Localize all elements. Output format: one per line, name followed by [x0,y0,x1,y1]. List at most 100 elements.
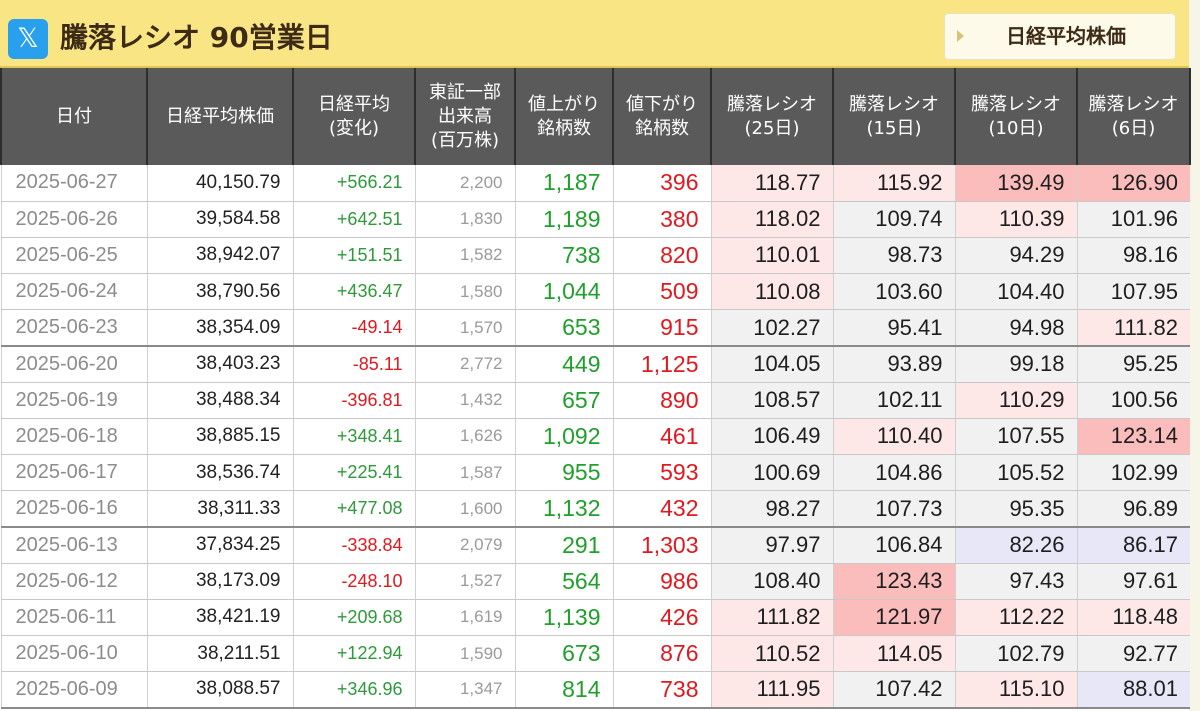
cell-date: 2025-06-25 [0,237,147,275]
cell-change: -248.10 [292,563,415,600]
cell-date: 2025-06-10 [0,635,147,673]
cell-r6: 126.90 [1076,165,1190,202]
cell-nikkei: 39,584.58 [146,201,293,238]
cell-date: 2025-06-18 [0,418,147,456]
cell-date: 2025-06-17 [0,454,147,492]
cell-r6: 100.56 [1076,382,1190,419]
table-row: 2025-06-09 38,088.57 +346.96 1,347 814 738 111… [0,671,1190,709]
page-header: 𝕏 騰落レシオ 90営業日 日経平均株価 [0,0,1200,68]
cell-r15: 109.74 [832,201,955,238]
cell-change: +348.41 [292,418,415,456]
cell-r10: 110.39 [954,201,1077,238]
cell-advances: 657 [514,382,613,419]
cell-date: 2025-06-09 [0,671,147,709]
cell-advances: 1,189 [514,201,613,238]
cell-r25: 118.77 [710,165,833,202]
cell-r25: 108.57 [710,382,833,419]
cell-r6: 86.17 [1076,526,1190,564]
cell-volume: 1,347 [414,671,515,709]
cell-r6: 102.99 [1076,454,1190,492]
cell-change: +151.51 [292,237,415,275]
cell-volume: 1,830 [414,201,515,238]
table-row: 2025-06-24 38,790.56 +436.47 1,580 1,044 509 1… [0,273,1190,311]
cell-date: 2025-06-26 [0,201,147,238]
cell-declines: 1,303 [612,526,711,564]
col-nikkei-header: 日経平均株価 [146,68,294,165]
cell-change: -396.81 [292,382,415,419]
cell-r15: 123.43 [832,563,955,600]
table-row: 2025-06-12 38,173.09 -248.10 1,527 564 986 108… [0,563,1190,600]
cell-date: 2025-06-16 [0,490,147,528]
cell-date: 2025-06-13 [0,526,147,564]
cell-declines: 738 [612,671,711,709]
cell-r25: 98.27 [710,490,833,528]
cell-nikkei: 38,311.33 [146,490,293,528]
cell-r10: 104.40 [954,273,1077,311]
cell-r10: 95.35 [954,490,1077,528]
cell-r15: 95.41 [832,309,955,347]
cell-change: +122.94 [292,635,415,673]
col-ratio-25-header: 騰落レシオ (25日) [710,68,834,165]
table-row: 2025-06-27 40,150.79 +566.21 2,200 1,187 396 1… [0,165,1190,202]
cell-declines: 593 [612,454,711,492]
col-ratio-10-header: 騰落レシオ (10日) [954,68,1078,165]
cell-r25: 111.82 [710,599,833,636]
x-logo-icon[interactable]: 𝕏 [8,19,48,59]
cell-r6: 96.89 [1076,490,1190,528]
cell-r10: 112.22 [954,599,1077,636]
cell-nikkei: 38,421.19 [146,599,293,636]
cell-nikkei: 38,536.74 [146,454,293,492]
table-row: 2025-06-20 38,403.23 -85.11 2,772 449 1,125 10… [0,345,1190,383]
cell-date: 2025-06-12 [0,563,147,600]
cell-declines: 396 [612,165,711,202]
table-row: 2025-06-16 38,311.33 +477.08 1,600 1,132 432 9… [0,490,1190,528]
cell-r10: 99.18 [954,345,1077,383]
table-row: 2025-06-13 37,834.25 -338.84 2,079 291 1,303 9… [0,526,1190,564]
cell-r6: 88.01 [1076,671,1190,709]
cell-change: +566.21 [292,165,415,202]
cell-change: +642.51 [292,201,415,238]
table-body: 2025-06-27 40,150.79 +566.21 2,200 1,187 396 1… [0,165,1190,709]
cell-volume: 2,200 [414,165,515,202]
cell-declines: 1,125 [612,345,711,383]
cell-volume: 1,582 [414,237,515,275]
cell-advances: 1,139 [514,599,613,636]
cell-nikkei: 38,942.07 [146,237,293,275]
cell-change: -338.84 [292,526,415,564]
cell-r15: 114.05 [832,635,955,673]
table-row: 2025-06-18 38,885.15 +348.41 1,626 1,092 461 1… [0,418,1190,456]
cell-change: -85.11 [292,345,415,383]
cell-date: 2025-06-23 [0,309,147,347]
cell-advances: 449 [514,345,613,383]
nikkei-average-button-label: 日経平均株価 [1006,24,1126,48]
cell-change: +225.41 [292,454,415,492]
cell-declines: 876 [612,635,711,673]
cell-r10: 110.29 [954,382,1077,419]
cell-r25: 104.05 [710,345,833,383]
page-title: 騰落レシオ 90営業日 [60,21,333,54]
cell-r25: 110.08 [710,273,833,311]
cell-r25: 108.40 [710,563,833,600]
col-change-header: 日経平均 (変化) [292,68,416,165]
col-ratio-6-header: 騰落レシオ (6日) [1076,68,1191,165]
cell-r6: 95.25 [1076,345,1190,383]
cell-declines: 432 [612,490,711,528]
nikkei-average-button[interactable]: 日経平均株価 [944,13,1176,60]
cell-declines: 461 [612,418,711,456]
cell-declines: 426 [612,599,711,636]
cell-r15: 107.42 [832,671,955,709]
cell-r10: 105.52 [954,454,1077,492]
cell-r10: 115.10 [954,671,1077,709]
cell-volume: 1,527 [414,563,515,600]
triangle-right-icon [957,30,964,42]
cell-r10: 94.98 [954,309,1077,347]
cell-volume: 2,079 [414,526,515,564]
cell-volume: 1,580 [414,273,515,311]
cell-r10: 102.79 [954,635,1077,673]
side-margin [1189,0,1200,711]
cell-r6: 97.61 [1076,563,1190,600]
cell-nikkei: 38,885.15 [146,418,293,456]
cell-nikkei: 38,173.09 [146,563,293,600]
cell-advances: 1,132 [514,490,613,528]
cell-nikkei: 38,403.23 [146,345,293,383]
